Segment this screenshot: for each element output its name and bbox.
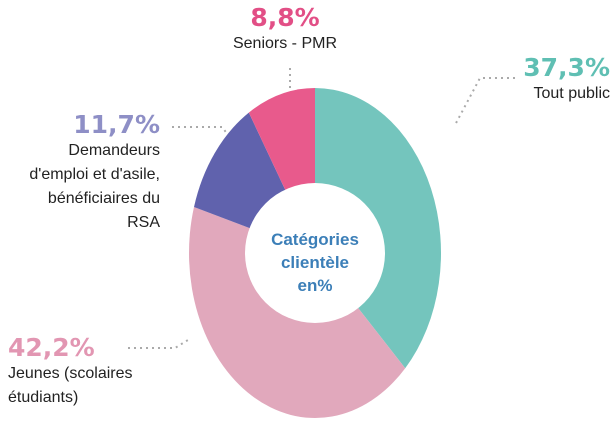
label: 37,3% Tout public — [523, 54, 610, 106]
category-label: Seniors - PMR — [232, 35, 338, 52]
center-label: Catégories clientèle en% — [271, 230, 359, 295]
category-label: Demandeurs d'emploi et d'asile, bénéfici… — [29, 142, 160, 231]
value-label: 11,7% — [73, 110, 160, 139]
donut-hole — [245, 183, 385, 323]
leader-line — [454, 77, 515, 126]
value-label: 8,8% — [250, 3, 320, 32]
label: 11,7% Demandeurs d'emploi et d'asile, bén… — [20, 111, 160, 235]
category-label: Tout public — [533, 85, 611, 102]
value-label: 42,2% — [8, 333, 95, 362]
category-label: Jeunes (scolaires étudiants) — [8, 365, 133, 406]
value-label: 37,3% — [523, 53, 610, 82]
label: 42,2% Jeunes (scolaires étudiants) — [8, 334, 188, 410]
label: 8,8% Seniors - PMR — [200, 4, 370, 56]
